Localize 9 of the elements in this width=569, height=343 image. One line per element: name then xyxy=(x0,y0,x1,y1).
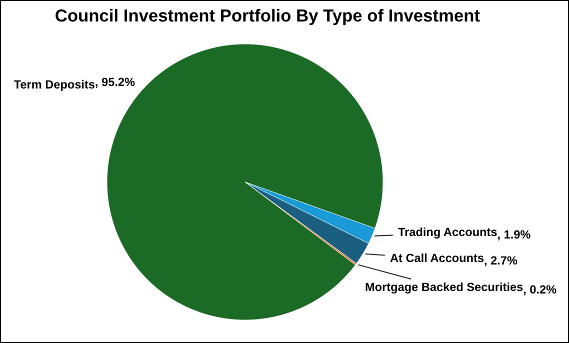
slice-label: Trading Accounts xyxy=(398,227,497,238)
slice-label: At Call Accounts xyxy=(390,253,484,262)
data-label: , 1.9% xyxy=(498,230,530,240)
slice-label: Term Deposits xyxy=(14,80,94,91)
chart-title: Council Investment Portfolio By Type of Investment xyxy=(56,8,480,26)
data-label: , 0.2% xyxy=(524,285,556,296)
slice-label: Mortgage Backed Securities xyxy=(366,282,523,294)
data-label: , 95.2% xyxy=(96,78,135,88)
data-label: , 2.7% xyxy=(484,256,518,266)
